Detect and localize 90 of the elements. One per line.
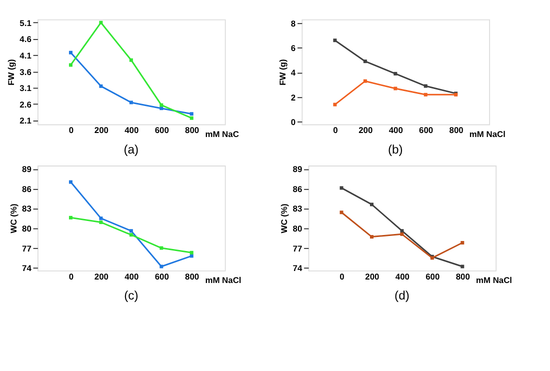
y-axis-title: FW (g) <box>277 59 288 86</box>
point <box>99 84 103 88</box>
point <box>68 63 72 67</box>
x-axis-title: mM NaCl <box>476 275 512 286</box>
point <box>190 250 194 254</box>
y-tick-label: 3.1 <box>20 83 32 94</box>
y-tick-label: 86 <box>292 184 302 194</box>
point <box>68 216 72 220</box>
y-tick-label: 2.1 <box>20 116 32 126</box>
y-axis-title: FW (g) <box>6 59 16 86</box>
point <box>129 100 133 104</box>
x-tick-label: 200 <box>94 271 109 282</box>
x-tick-label: 0 <box>68 271 74 282</box>
x-tick-label: 400 <box>124 271 139 282</box>
point <box>160 264 164 268</box>
y-tick-label: 80 <box>292 224 302 234</box>
y-tick-label: 77 <box>22 243 32 254</box>
y-tick-label: 2 <box>290 92 296 102</box>
x-tick-label: 600 <box>419 125 434 136</box>
y-tick-label: 74 <box>292 263 302 274</box>
point <box>99 20 103 24</box>
x-tick-label: 800 <box>456 271 470 282</box>
point <box>190 116 194 120</box>
text: (a) <box>124 142 139 156</box>
y-tick-label: 8 <box>290 18 296 28</box>
x-tick-label: 600 <box>154 125 170 136</box>
y-tick-label: 86 <box>22 184 32 194</box>
y-tick-label: 77 <box>292 243 302 254</box>
point <box>333 38 337 42</box>
point <box>424 92 428 96</box>
point <box>370 202 374 206</box>
y-tick-label: 4.1 <box>20 50 32 60</box>
point <box>68 50 72 54</box>
x-tick-label: 0 <box>333 125 338 136</box>
point <box>340 186 344 190</box>
y-tick-label: 2.6 <box>20 99 32 110</box>
x-tick-label: 200 <box>365 271 380 282</box>
x-tick-label: 0 <box>340 271 345 282</box>
x-tick-label: 400 <box>395 271 410 282</box>
point <box>400 232 404 236</box>
x-tick-label: 800 <box>185 125 200 136</box>
point <box>424 84 428 88</box>
x-tick-label: 600 <box>426 271 440 282</box>
point <box>129 58 133 62</box>
point <box>99 216 103 220</box>
y-tick-label: 89 <box>22 164 32 174</box>
x-axis-title: mM NaCl <box>469 128 506 139</box>
x-tick-label: 600 <box>154 271 170 282</box>
point <box>363 60 367 64</box>
x-tick-label: 200 <box>94 125 109 136</box>
y-tick-label: 74 <box>22 263 32 274</box>
point <box>394 72 398 76</box>
point <box>129 229 133 233</box>
y-axis-title: WC (%) <box>8 204 18 234</box>
y-tick-label: 4 <box>290 68 296 78</box>
y-tick-label: 80 <box>22 224 32 234</box>
x-tick-label: 400 <box>124 125 139 136</box>
point <box>400 229 404 233</box>
x-axis-title: mM NaC <box>205 128 239 139</box>
x-tick-label: 800 <box>449 125 464 136</box>
point <box>190 112 194 116</box>
point <box>370 235 374 239</box>
x-tick-label: 0 <box>68 125 74 136</box>
point <box>460 264 464 268</box>
y-tick-label: 3.6 <box>20 66 32 77</box>
x-tick-label: 400 <box>388 125 404 136</box>
point <box>160 246 164 250</box>
point <box>68 180 72 184</box>
point <box>460 240 464 244</box>
point <box>394 86 398 90</box>
y-tick-label: 89 <box>292 164 302 174</box>
y-tick-label: 6 <box>290 43 296 54</box>
point <box>363 79 367 83</box>
x-tick-label: 800 <box>185 271 200 282</box>
x-axis-title: mM NaCl <box>205 275 242 286</box>
point <box>129 233 133 237</box>
y-tick-label: 0 <box>290 117 296 128</box>
point <box>99 220 103 224</box>
x-tick-label: 200 <box>358 125 373 136</box>
y-tick-label: 5.1 <box>20 18 32 28</box>
text: (b) <box>388 142 403 156</box>
text: (d) <box>394 288 410 303</box>
y-tick-label: 83 <box>22 204 32 214</box>
y-tick-label: 4.6 <box>20 34 32 44</box>
point <box>333 102 337 106</box>
point <box>160 103 164 107</box>
y-tick-label: 83 <box>292 204 302 214</box>
text: (c) <box>124 288 138 303</box>
point <box>340 210 344 214</box>
y-axis-title: WC (%) <box>279 204 290 234</box>
